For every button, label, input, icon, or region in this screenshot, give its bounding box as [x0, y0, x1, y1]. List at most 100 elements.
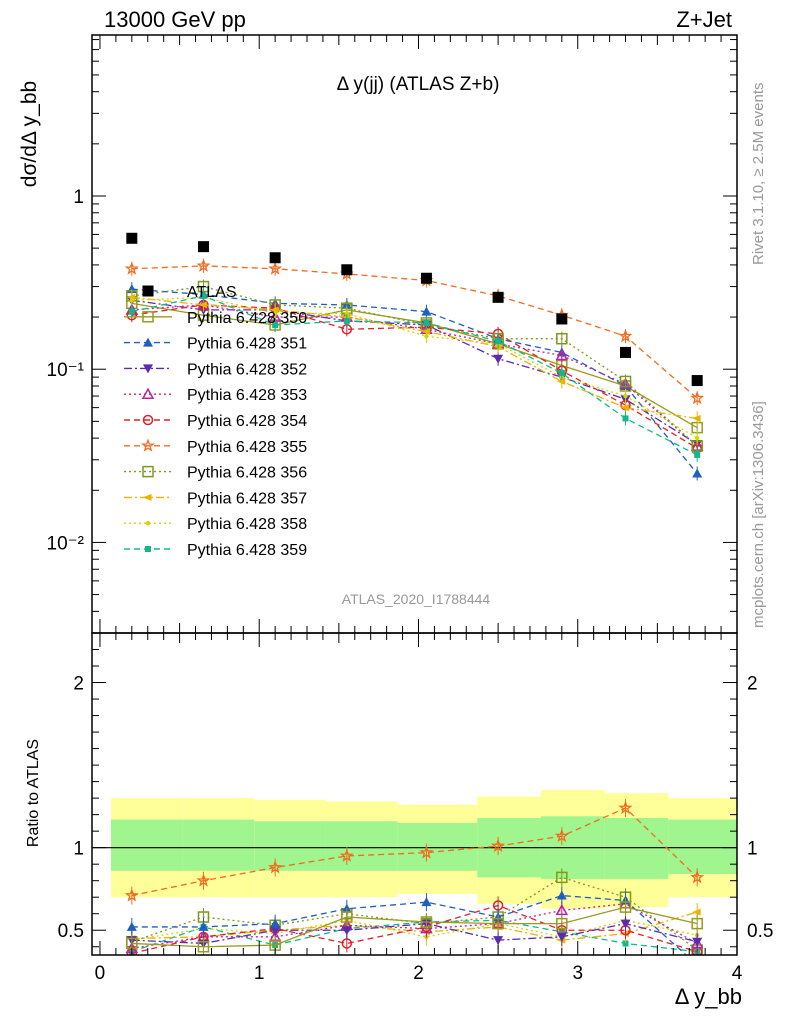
- data-point: [269, 252, 281, 264]
- legend-entry: Pythia 6.428 359: [124, 542, 307, 559]
- data-point: [129, 298, 135, 303]
- ratio-point: [691, 917, 703, 930]
- legend-entry: Pythia 6.428 358: [124, 516, 307, 533]
- ratio-line: [131, 807, 698, 897]
- ratio-point: [556, 917, 568, 930]
- xtick-label: 4: [732, 963, 743, 984]
- data-point: [692, 414, 701, 422]
- series-line: [131, 304, 698, 449]
- ratio-ylabel: Ratio to ATLAS: [25, 739, 42, 847]
- xlabel: Δ y_bb: [675, 984, 742, 1009]
- data-point: [623, 393, 628, 399]
- uncertainty-band-inner: [182, 819, 255, 871]
- data-point: [420, 272, 432, 284]
- ytick-label: 1: [73, 187, 84, 208]
- uncertainty-band-inner: [604, 817, 669, 880]
- series-atlas: [126, 232, 703, 387]
- ratio-point: [341, 926, 352, 936]
- ratio-ytick-label: 0.5: [58, 921, 84, 942]
- legend-entry: Pythia 6.428 355: [124, 438, 307, 456]
- ratio-line: [131, 894, 688, 955]
- xtick-label: 3: [572, 963, 583, 984]
- ratio-point: [420, 916, 433, 928]
- data-point: [556, 377, 566, 385]
- ytick-label: 10⁻¹: [47, 360, 85, 381]
- data-point: [555, 348, 569, 361]
- ratio-series-pythia-6-428-351: [126, 886, 702, 969]
- uncertainty-band-inner: [110, 819, 183, 871]
- ratio-point: [268, 860, 283, 874]
- mcplots-label: mcplots.cern.ch [arXiv:1306.3436]: [750, 401, 767, 628]
- data-point: [423, 319, 430, 326]
- legend: ATLAS Pythia 6.428 350 Pythia 6.428 351 Pyt…: [124, 284, 307, 559]
- ratio-point: [619, 901, 632, 913]
- data-point: [124, 261, 139, 275]
- main-ylabel: dσ/dΔ y_bb: [18, 81, 41, 187]
- data-point: [341, 264, 353, 276]
- process-label: Z+Jet: [676, 7, 732, 32]
- ratio-point: [491, 838, 506, 853]
- ratio-ytick-label: 2: [73, 674, 84, 695]
- legend-marker: [143, 364, 153, 374]
- legend-label: Pythia 6.428 352: [187, 361, 307, 378]
- ratio-point: [556, 890, 567, 900]
- uncertainty-band-inner: [254, 821, 326, 871]
- legend-entry: Pythia 6.428 354: [124, 413, 307, 430]
- data-point: [272, 321, 279, 328]
- legend-label: Pythia 6.428 353: [187, 387, 307, 404]
- ratio-panel: 0.5 0.5 1 1 2 2 0 1 2 3 4 Ratio to ATLAS Δ y_bb: [25, 632, 773, 1009]
- ratio-point: [419, 845, 434, 859]
- data-point: [619, 375, 632, 388]
- legend-marker: [145, 546, 151, 552]
- analysis-id: ATLAS_2020_I1788444: [342, 591, 491, 607]
- data-point: [495, 338, 502, 345]
- data-point: [270, 306, 279, 314]
- data-point: [556, 313, 568, 325]
- ratio-point: [341, 911, 353, 923]
- ratio-point: [555, 903, 569, 916]
- ratio-point: [622, 940, 629, 947]
- legend-label: Pythia 6.428 351: [187, 336, 307, 353]
- ratio-point: [554, 828, 569, 843]
- legend-label: Pythia 6.428 355: [187, 439, 307, 456]
- xtick-label: 1: [254, 963, 265, 984]
- ratio-point: [197, 940, 210, 953]
- data-point: [421, 328, 430, 336]
- legend-marker: [142, 465, 154, 478]
- data-point: [694, 435, 700, 441]
- main-panel: 10⁻² 10⁻¹ 1 dσ/dΔ y_bb: [18, 34, 738, 634]
- legend-label: Pythia 6.428 358: [187, 516, 307, 533]
- data-point: [620, 346, 632, 358]
- data-point: [272, 311, 278, 316]
- legend-label: Pythia 6.428 354: [187, 413, 307, 430]
- uncertainty-band-inner: [668, 819, 737, 875]
- data-point: [197, 241, 209, 253]
- xtick-label: 2: [413, 963, 424, 984]
- ratio-ytick-label-right: 0.5: [747, 921, 773, 942]
- legend-entry: Pythia 6.428 351: [124, 336, 307, 353]
- data-point: [268, 261, 283, 275]
- data-point: [558, 370, 565, 377]
- data-point: [692, 468, 703, 478]
- ratio-point: [692, 960, 702, 969]
- uncertainty-band-inner: [325, 821, 398, 871]
- data-point: [196, 258, 211, 272]
- legend-entry: Pythia 6.428 353: [124, 387, 307, 404]
- ratio-point: [692, 908, 701, 916]
- legend-label: Pythia 6.428 357: [187, 490, 307, 507]
- ratio-series-pythia-6-428-350: [126, 898, 703, 955]
- ratio-point: [492, 917, 504, 930]
- ratio-point: [556, 871, 568, 884]
- ratio-point: [339, 848, 354, 862]
- series-line: [131, 299, 698, 445]
- ratio-series-pythia-6-428-355: [124, 799, 705, 905]
- legend-entry: Pythia 6.428 352: [124, 361, 307, 378]
- plot-title: Δ y(jj) (ATLAS Z+b): [337, 74, 500, 95]
- legend-label: ATLAS: [187, 284, 237, 301]
- ratio-line: [131, 922, 698, 945]
- data-point: [200, 292, 207, 299]
- data-point: [344, 311, 350, 316]
- ratio-point: [270, 918, 281, 928]
- ratio-point: [493, 936, 504, 946]
- data-point: [343, 317, 350, 324]
